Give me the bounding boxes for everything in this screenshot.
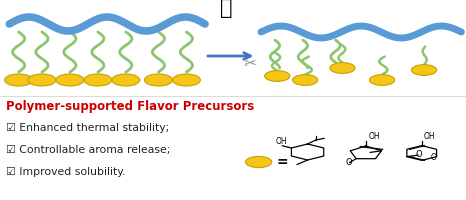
Text: Polymer-supported Flavor Precursors: Polymer-supported Flavor Precursors (6, 100, 254, 113)
Text: O: O (431, 153, 437, 162)
Text: ☑ Improved solubility.: ☑ Improved solubility. (6, 167, 125, 177)
Circle shape (293, 75, 318, 85)
Text: =: = (276, 155, 288, 169)
Circle shape (411, 65, 437, 75)
Text: ☑ Controllable aroma release;: ☑ Controllable aroma release; (6, 145, 170, 155)
Circle shape (112, 74, 140, 86)
Text: ✂: ✂ (243, 56, 256, 72)
Circle shape (370, 75, 395, 85)
Text: O: O (346, 158, 352, 167)
Text: ☑ Enhanced thermal stability;: ☑ Enhanced thermal stability; (6, 123, 169, 133)
Circle shape (84, 74, 112, 86)
Circle shape (28, 74, 56, 86)
Text: O: O (416, 150, 423, 159)
Circle shape (5, 74, 33, 86)
Circle shape (265, 71, 290, 81)
Text: OH: OH (368, 132, 380, 141)
Circle shape (246, 156, 272, 168)
Circle shape (172, 74, 200, 86)
FancyArrowPatch shape (208, 53, 250, 59)
Text: 🔥: 🔥 (220, 0, 232, 18)
Circle shape (144, 74, 172, 86)
Circle shape (56, 74, 84, 86)
Circle shape (330, 63, 355, 73)
Text: OH: OH (424, 132, 435, 141)
Text: OH: OH (276, 137, 288, 146)
